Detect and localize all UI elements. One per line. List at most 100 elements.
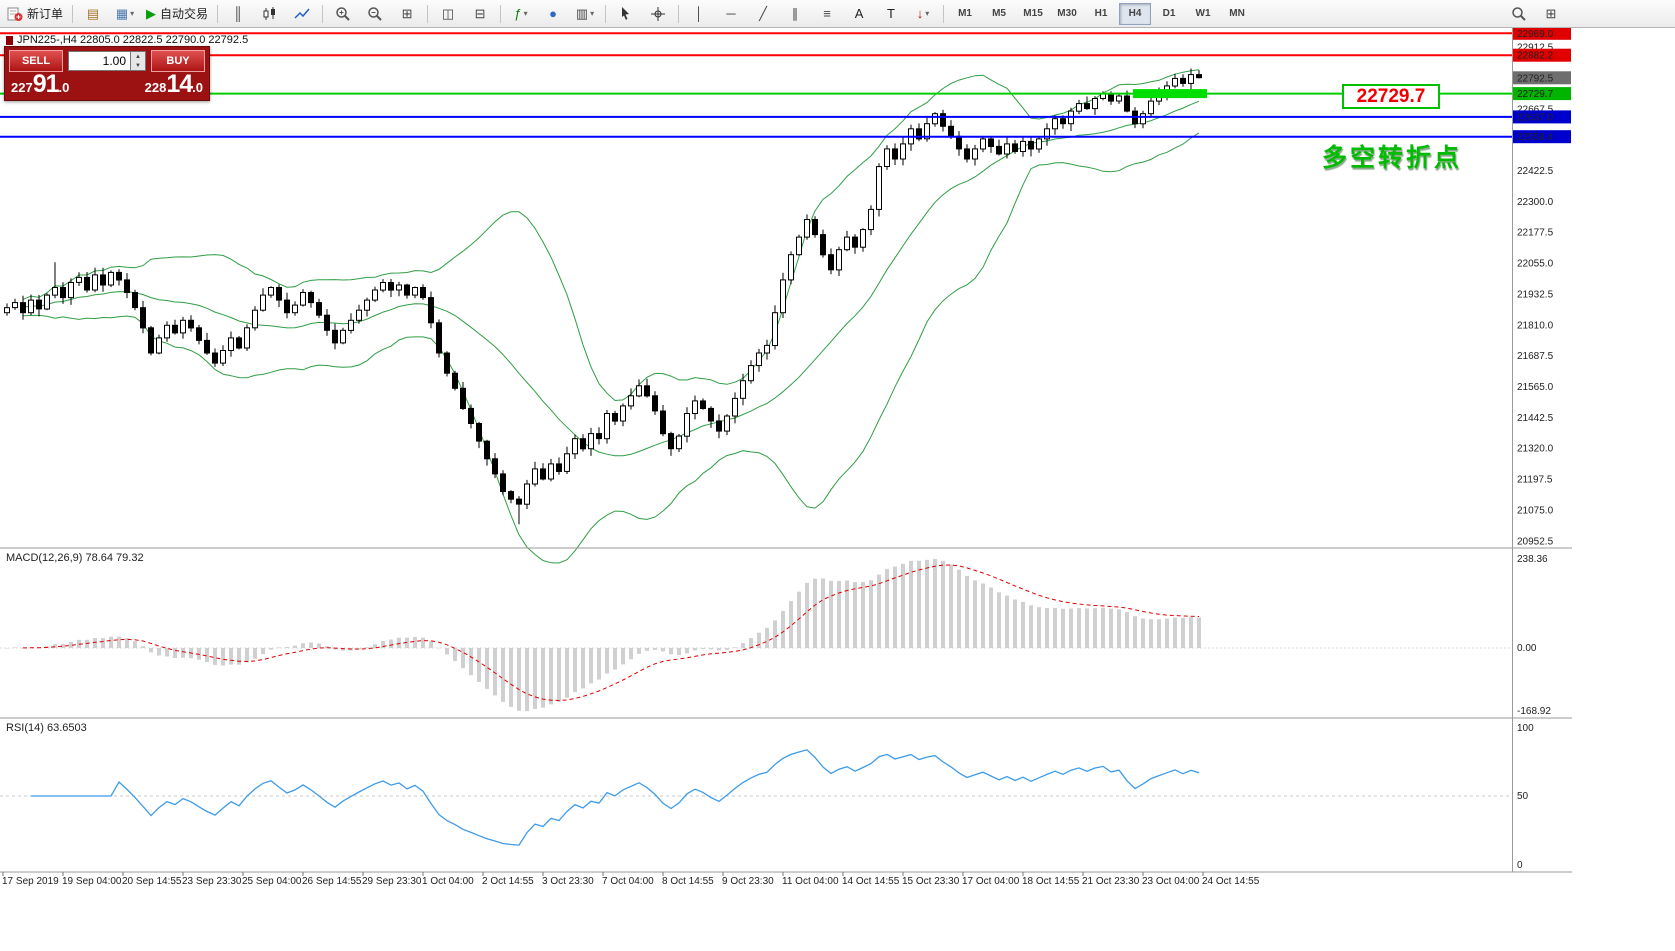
date-label: 29 Sep 23:30 (362, 876, 422, 887)
new-order-button[interactable]: 新订单 (3, 2, 67, 26)
dropdown-caret-icon: ▾ (925, 9, 930, 18)
fibonacci-button[interactable]: ≡ (812, 2, 842, 26)
toolbar-separator (943, 4, 945, 23)
svg-text:22882.2: 22882.2 (1517, 51, 1554, 62)
horizontal-line-objects[interactable] (0, 32, 1512, 138)
arrange-windows-button[interactable]: ⊟ (465, 2, 495, 26)
horizontal-line-button[interactable]: ─ (716, 2, 746, 26)
macd-indicator-label: MACD(12,26,9) 78.64 79.32 (6, 552, 144, 564)
toolbar-separator (605, 4, 607, 23)
candles-button[interactable] (255, 2, 285, 26)
line-chart-button[interactable] (287, 2, 317, 26)
volume-up-button[interactable]: ▲ (131, 52, 145, 61)
rsi-panel (0, 749, 1512, 846)
rsi-indicator-label: RSI(14) 63.6503 (6, 722, 87, 734)
charts-button[interactable]: ▤ (78, 2, 108, 26)
arrows-icon: ↓ (916, 6, 924, 21)
date-label: 14 Oct 14:55 (842, 876, 900, 887)
turning-point-label: 多空转折点 (1322, 144, 1463, 172)
arrange-icon: ⊟ (474, 6, 486, 21)
tile-windows-button[interactable]: ◫ (433, 2, 463, 26)
date-label: 19 Sep 04:00 (62, 876, 122, 887)
timeframe-d1[interactable]: D1 (1162, 8, 1176, 19)
new-order-button-label: 新订单 (27, 7, 64, 21)
sell-button[interactable]: SELL (9, 50, 63, 72)
grid-icon: ⊞ (401, 6, 413, 21)
chart-shift-button[interactable]: ● (538, 2, 568, 26)
vertical-line-button[interactable]: │ (684, 2, 714, 26)
label-button[interactable]: T (876, 2, 906, 26)
date-label: 18 Oct 14:55 (1022, 876, 1080, 887)
profiles-button[interactable]: ▦ ▾ (110, 2, 140, 26)
date-label: 1 Oct 04:00 (422, 876, 474, 887)
svg-text:22792.5: 22792.5 (1517, 73, 1554, 84)
svg-text:22558.4: 22558.4 (1517, 132, 1554, 143)
support-zone-segment[interactable] (1133, 89, 1207, 99)
date-label: 21 Oct 23:30 (1082, 876, 1140, 887)
zoom-out-button[interactable] (360, 2, 390, 26)
zoom-in-button[interactable] (328, 2, 358, 26)
date-label: 2 Oct 14:55 (482, 876, 534, 887)
text-button[interactable]: A (844, 2, 874, 26)
svg-text:21810.0: 21810.0 (1517, 320, 1554, 331)
profiles-icon: ▦ (115, 6, 129, 21)
svg-text:238.36: 238.36 (1517, 554, 1548, 565)
timeframe-mn[interactable]: MN (1229, 8, 1245, 19)
dropdown-caret-icon: ▾ (130, 9, 135, 18)
price-marker (1513, 26, 1571, 40)
shift-icon: ▥ (575, 6, 589, 21)
new-window-button[interactable]: ⊞ (1536, 2, 1566, 26)
buy-button[interactable]: BUY (151, 50, 205, 72)
toolbar-separator (322, 4, 324, 23)
bars-button[interactable]: ║ (223, 2, 253, 26)
date-label: 23 Oct 04:00 (1142, 876, 1200, 887)
timeframe-m30[interactable]: M30 (1057, 8, 1077, 19)
chart-title-text: JPN225-,H4 22805.0 22822.5 22790.0 22792… (17, 34, 249, 46)
indicators-button[interactable]: ƒ ▾ (506, 2, 536, 26)
symbol-icon (6, 35, 13, 45)
fibo-icon: ≡ (823, 6, 831, 21)
price-marker (1513, 48, 1571, 62)
arrows-button[interactable]: ↓ ▾ (908, 2, 938, 26)
svg-text:22055.0: 22055.0 (1517, 259, 1554, 270)
volume-stepper: ▲ ▼ (131, 51, 146, 71)
timeframe-h4[interactable]: H4 (1119, 2, 1152, 25)
templates-button[interactable]: ▥ ▾ (570, 2, 600, 26)
vline-icon: │ (694, 6, 704, 21)
date-axis: 17 Sep 2019 19 Sep 04:00 20 Sep 14:55 23 Se… (2, 872, 1260, 887)
grid-button[interactable]: ⊞ (392, 2, 422, 26)
volume-input[interactable]: 1.00 (68, 51, 131, 71)
svg-text:50: 50 (1517, 791, 1529, 802)
date-label: 17 Sep 2019 (2, 876, 59, 887)
macd-signal-line (22, 564, 1200, 702)
timeframe-h1[interactable]: H1 (1094, 8, 1108, 19)
trendline-button[interactable]: ╱ (748, 2, 778, 26)
svg-text:22969.0: 22969.0 (1517, 29, 1554, 40)
crosshair-button[interactable] (643, 2, 673, 26)
trendline-icon: ╱ (759, 6, 767, 21)
timeframe-m5[interactable]: M5 (992, 8, 1006, 19)
search-button[interactable] (1504, 2, 1534, 26)
svg-text:21687.5: 21687.5 (1517, 351, 1554, 362)
toolbar-separator (500, 4, 502, 23)
chart-icon: ▤ (86, 6, 100, 21)
cursor-button[interactable] (611, 2, 641, 26)
volume-down-button[interactable]: ▼ (131, 61, 145, 70)
autotrading-button[interactable]: ▶ 自动交易 (142, 2, 212, 26)
channel-button[interactable]: ∥ (780, 2, 810, 26)
toolbar-separator (427, 4, 429, 23)
timeframe-m15[interactable]: M15 (1023, 8, 1043, 19)
panel-separators (0, 28, 1572, 873)
timeframe-w1[interactable]: W1 (1195, 8, 1211, 19)
svg-text:22729.7: 22729.7 (1517, 89, 1554, 100)
macd-panel (0, 559, 1512, 712)
date-label: 26 Sep 14:55 (302, 876, 362, 887)
svg-text:22667.5: 22667.5 (1517, 104, 1554, 115)
toolbar: 新订单 ▤ ▦ ▾ ▶ 自动交易 ║ ⊞ ◫ ⊟ ƒ ▾ ● ▥ ▾ │ ─ ╱ ∥ ≡ A T ↓ ▾ M1 M5 M15 M30 H… (0, 0, 1675, 28)
date-label: 3 Oct 23:30 (542, 876, 594, 887)
new-order-icon (7, 6, 23, 22)
cursor-icon (618, 6, 634, 22)
timeframe-m1[interactable]: M1 (958, 8, 972, 19)
price-marker (1513, 110, 1571, 124)
